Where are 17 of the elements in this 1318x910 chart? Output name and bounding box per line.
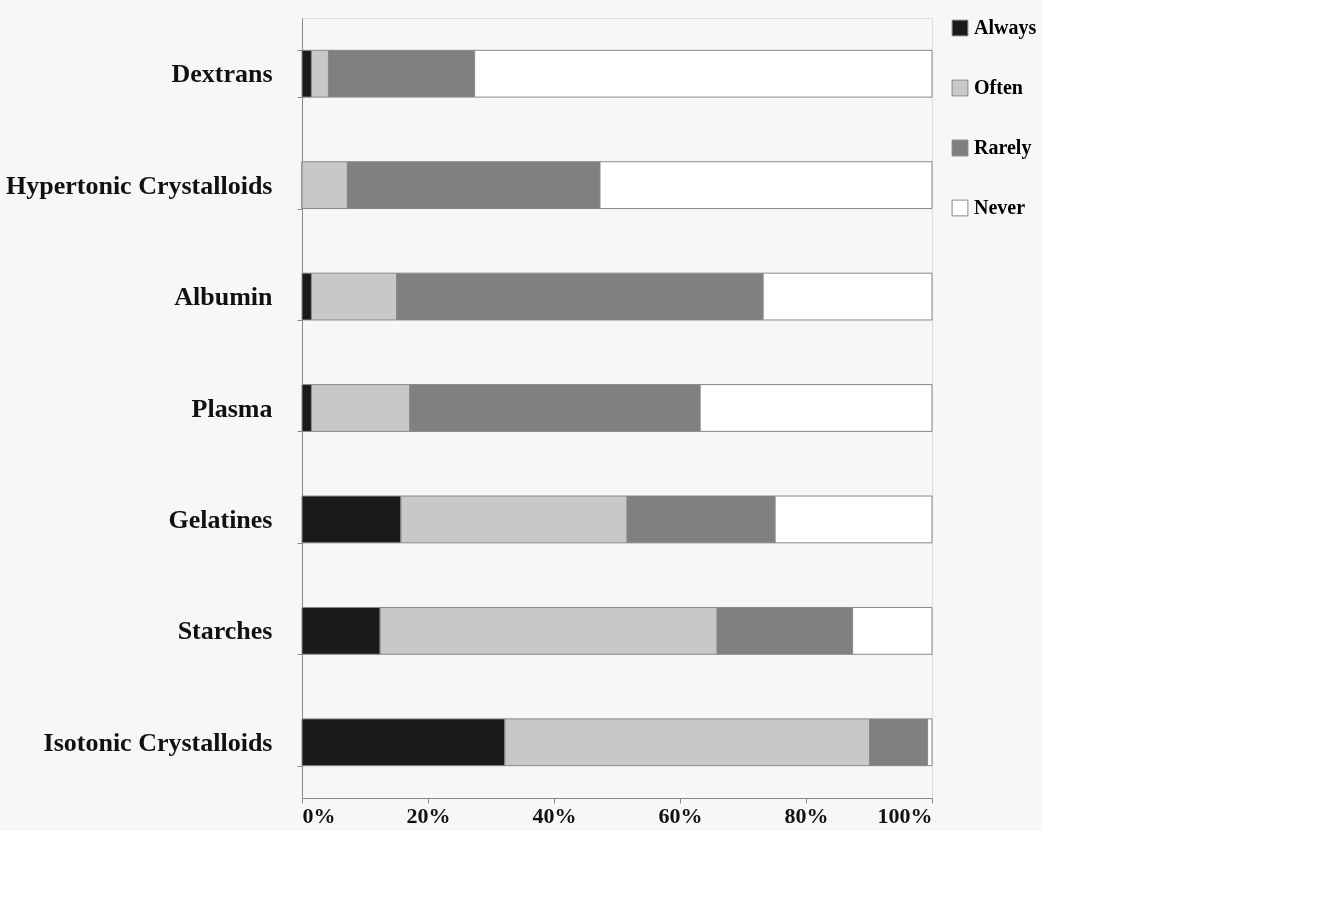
legend-label: Always <box>974 16 1037 39</box>
x-tick-label: 60% <box>658 802 703 828</box>
x-tick-label: 20% <box>406 802 451 828</box>
y-tick-label: Starches <box>177 616 273 646</box>
x-tick-label: 100% <box>877 802 933 828</box>
legend-label: Rarely <box>974 136 1032 159</box>
x-tick-label: 0% <box>302 802 336 828</box>
y-tick-label: Plasma <box>191 393 273 423</box>
y-tick-label: Gelatines <box>168 504 273 534</box>
legend-label: Never <box>974 196 1026 218</box>
x-tick-label: 80% <box>784 802 829 828</box>
legend-label: Often <box>974 76 1023 98</box>
y-tick-label: Isotonic Crystalloids <box>43 727 273 757</box>
y-tick-label: Albumin <box>174 282 274 312</box>
y-tick-label: Dextrans <box>171 59 273 89</box>
y-tick-label: Hypertonic Crystalloids <box>6 170 273 200</box>
x-tick-label: 40% <box>532 802 577 828</box>
